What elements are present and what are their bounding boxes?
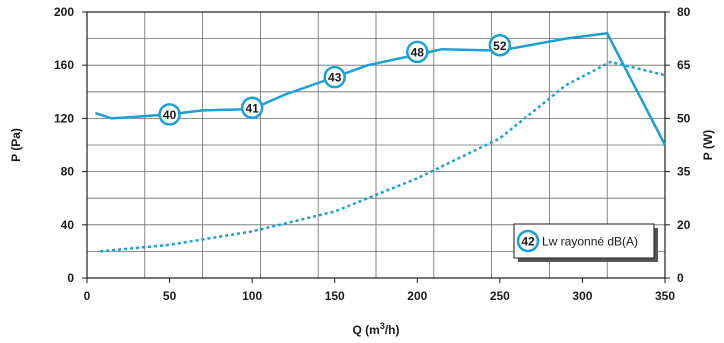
annotation-markers: 40 41 43 48 52: [158, 34, 512, 126]
x-axis-title-prefix: Q (m: [352, 323, 379, 337]
x-tick-label: 250: [490, 289, 510, 303]
x-tick-label: 150: [325, 289, 345, 303]
legend-label: Lw rayonné dB(A): [542, 235, 638, 249]
x-axis-title-superscript: 3: [380, 321, 385, 331]
noise-level-label: 41: [245, 101, 259, 115]
noise-level-label: 52: [493, 39, 507, 53]
y-axis-left-title: P (Pa): [9, 128, 23, 162]
noise-level-label: 40: [163, 108, 177, 122]
y-right-tick-label: 20: [677, 218, 691, 232]
y-left-tick-label: 80: [61, 165, 75, 179]
legend-marker-label: 42: [521, 235, 535, 249]
axes: 0 50 100 150 200 250 300 3500408012016020002035…: [54, 5, 691, 303]
y-right-tick-label: 80: [677, 5, 691, 19]
noise-level-marker: [323, 65, 346, 89]
y-right-tick-label: 65: [677, 58, 691, 72]
x-tick-label: 350: [655, 289, 675, 303]
grid: [87, 12, 665, 278]
y-left-tick-label: 40: [61, 218, 75, 232]
x-axis-title: Q (m3/h): [352, 321, 399, 337]
noise-level-marker: [240, 96, 264, 120]
legend-marker-circle: [516, 229, 540, 253]
noise-level-label: 43: [328, 71, 342, 85]
noise-level-label: 48: [411, 45, 425, 59]
noise-level-marker: [488, 34, 512, 57]
x-tick-label: 100: [242, 289, 262, 303]
y-right-tick-label: 50: [677, 111, 691, 125]
y-axis-right-title: P (W): [701, 130, 715, 160]
x-axis-title-suffix: /h): [385, 323, 400, 337]
x-tick-label: 200: [407, 289, 427, 303]
noise-level-marker: [406, 40, 429, 64]
legend: 42 Lw rayonné dB(A): [513, 223, 658, 262]
y-left-tick-label: 120: [54, 111, 74, 125]
x-tick-label: 300: [572, 289, 592, 303]
x-tick-label: 0: [84, 289, 91, 303]
y-left-tick-label: 0: [67, 271, 74, 285]
noise-level-marker: [158, 103, 181, 126]
y-left-tick-label: 200: [54, 5, 74, 19]
series: [94, 32, 667, 253]
y-left-tick-label: 160: [54, 58, 74, 72]
power-series-line: [100, 60, 666, 253]
pressure-series-line: [94, 32, 667, 146]
y-right-tick-label: 0: [677, 271, 684, 285]
x-tick-label: 50: [163, 289, 177, 303]
y-right-tick-label: 35: [677, 165, 691, 179]
